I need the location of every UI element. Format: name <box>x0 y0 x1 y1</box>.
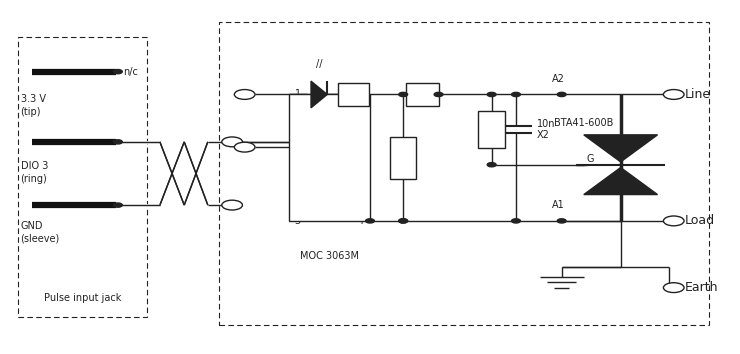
Bar <box>18 36 147 318</box>
Circle shape <box>664 216 684 226</box>
Circle shape <box>664 283 684 292</box>
Text: 360: 360 <box>398 148 408 167</box>
Circle shape <box>434 92 443 97</box>
Circle shape <box>235 142 255 152</box>
Circle shape <box>399 92 408 97</box>
Bar <box>406 82 439 107</box>
Circle shape <box>399 219 408 223</box>
Circle shape <box>511 92 520 97</box>
Circle shape <box>399 219 408 223</box>
Circle shape <box>487 162 496 167</box>
Text: //: // <box>316 59 323 69</box>
Text: DIO 3
(ring): DIO 3 (ring) <box>21 161 48 184</box>
Polygon shape <box>584 135 658 162</box>
Circle shape <box>487 92 496 97</box>
Text: GND
(sleeve): GND (sleeve) <box>21 221 60 243</box>
Text: 3: 3 <box>295 216 301 226</box>
Bar <box>219 22 709 325</box>
Text: 360: 360 <box>413 90 431 99</box>
Text: A2: A2 <box>551 74 565 84</box>
Circle shape <box>664 90 684 99</box>
Text: Earth: Earth <box>684 281 719 294</box>
Text: 4: 4 <box>358 216 364 226</box>
Bar <box>390 137 417 179</box>
Text: BTA41-600B: BTA41-600B <box>554 118 613 127</box>
Text: A1: A1 <box>551 200 565 210</box>
Polygon shape <box>584 167 658 195</box>
Circle shape <box>222 137 243 147</box>
Polygon shape <box>311 81 327 108</box>
Circle shape <box>557 92 566 97</box>
Text: 3.3 V
(tip): 3.3 V (tip) <box>21 95 46 117</box>
Text: 39: 39 <box>487 124 497 136</box>
Circle shape <box>235 90 255 99</box>
Text: 5: 5 <box>358 142 364 152</box>
Circle shape <box>113 203 122 207</box>
Circle shape <box>557 219 566 223</box>
Circle shape <box>222 200 243 210</box>
Text: n/c: n/c <box>123 67 138 76</box>
Bar <box>289 95 370 221</box>
Text: Line: Line <box>684 88 711 101</box>
Text: G: G <box>586 154 593 165</box>
Text: MOC 3063M: MOC 3063M <box>300 251 359 261</box>
Circle shape <box>366 219 374 223</box>
Bar <box>338 82 369 107</box>
Bar <box>478 111 505 148</box>
Text: 68: 68 <box>348 90 360 99</box>
Text: 10n
X2: 10n X2 <box>536 119 555 141</box>
Circle shape <box>511 219 520 223</box>
Text: 6: 6 <box>358 90 364 99</box>
Circle shape <box>113 69 122 74</box>
Text: 1: 1 <box>295 90 301 99</box>
Circle shape <box>113 140 122 144</box>
Text: 2: 2 <box>295 142 301 152</box>
Text: Load: Load <box>684 215 715 227</box>
Text: Pulse input jack: Pulse input jack <box>44 293 121 303</box>
